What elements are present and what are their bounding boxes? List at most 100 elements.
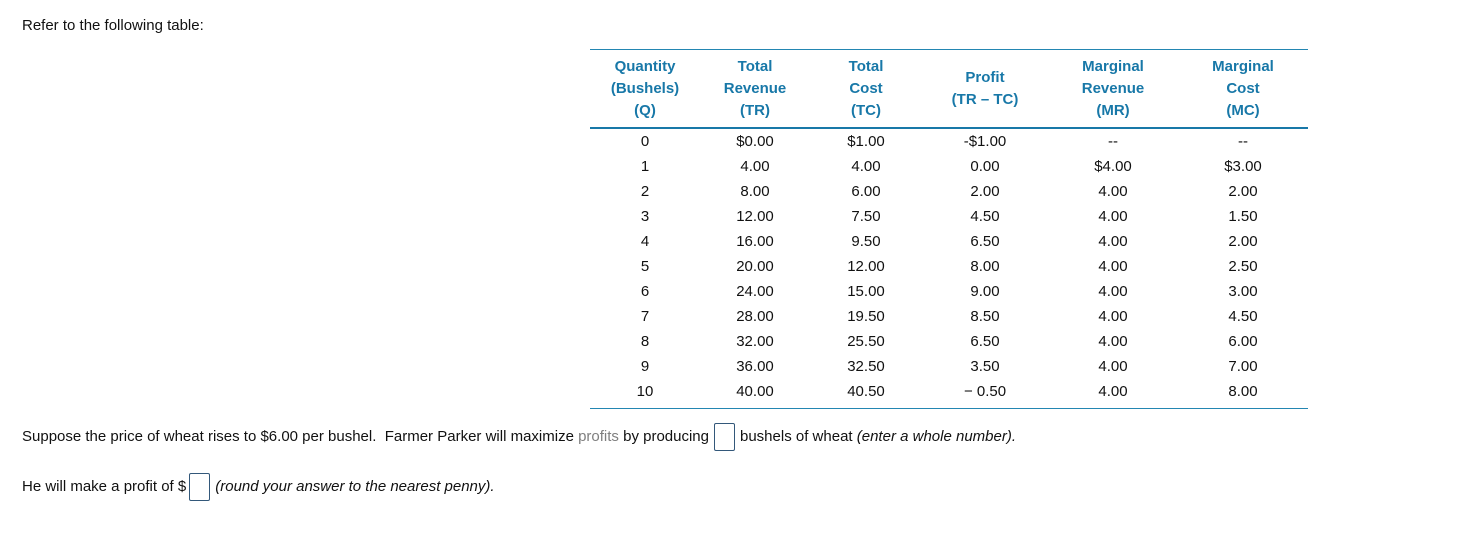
q1-hint: (enter a whole number). xyxy=(856,428,1016,445)
table-row: 6 24.00 15.00 9.00 4.00 3.00 xyxy=(590,279,1308,304)
profits-glossary-link[interactable]: profits xyxy=(578,428,619,445)
profit-table: Quantity (Bushels) (Q) Total Revenue (TR) Tota… xyxy=(590,49,1308,409)
table-cell: 1.50 xyxy=(1228,208,1258,225)
table-cell: 6 xyxy=(640,283,650,300)
table-cell: 4.00 xyxy=(851,158,881,175)
table-cell: 4.00 xyxy=(1098,258,1128,275)
table-cell: 6.50 xyxy=(970,233,1000,250)
column-header-total_cost: Total Cost (TC) xyxy=(848,58,884,119)
table-cell: 6.50 xyxy=(970,333,1000,350)
table-cell: 32.00 xyxy=(736,333,774,350)
table-cell: 4.00 xyxy=(1098,308,1128,325)
table-cell: 20.00 xyxy=(736,258,774,275)
table-cell: $4.00 xyxy=(1094,158,1132,175)
table-cell: -- xyxy=(1238,133,1248,150)
table-cell: 12.00 xyxy=(736,208,774,225)
table-row: 5 20.00 12.00 8.00 4.00 2.50 xyxy=(590,254,1308,279)
quantity-answer-input[interactable] xyxy=(714,423,735,452)
table-cell: 4 xyxy=(640,233,650,250)
table-cell: 1 xyxy=(640,158,650,175)
table-cell: 4.00 xyxy=(1098,333,1128,350)
table-cell: 0.00 xyxy=(970,158,1000,175)
q1-text-3: bushels of wheat xyxy=(740,428,857,445)
table-row: 1 4.00 4.00 0.00 $4.00 $3.00 xyxy=(590,154,1308,179)
q1-text-1: Suppose the price of wheat rises to $6.0… xyxy=(22,428,579,445)
question-2: He will make a profit of $ (round your an… xyxy=(22,472,495,502)
table-cell: 2.00 xyxy=(1228,183,1258,200)
column-header-marginal_revenue: Marginal Revenue (MR) xyxy=(1081,58,1145,119)
table-cell: 10 xyxy=(636,383,654,400)
table-cell: 2.50 xyxy=(1228,258,1258,275)
table-cell: 7 xyxy=(640,308,650,325)
q1-text-2: by producing xyxy=(618,428,709,445)
table-cell: 4.00 xyxy=(1098,283,1128,300)
table-cell: 4.00 xyxy=(1098,233,1128,250)
table-cell: 7.00 xyxy=(1228,358,1258,375)
table-cell: 0 xyxy=(640,133,650,150)
table-cell: 6.00 xyxy=(1228,333,1258,350)
table-header-row: Quantity (Bushels) (Q) Total Revenue (TR) Tota… xyxy=(590,50,1308,128)
table-cell: 9.00 xyxy=(970,283,1000,300)
table-cell: 3 xyxy=(640,208,650,225)
profit-answer-input[interactable] xyxy=(189,473,211,502)
table-cell: 9.50 xyxy=(851,233,881,250)
table-cell: 7.50 xyxy=(851,208,881,225)
table-cell: 4.00 xyxy=(740,158,770,175)
table-cell: 4.00 xyxy=(1098,383,1128,400)
table-cell: 16.00 xyxy=(736,233,774,250)
table-cell: 32.50 xyxy=(847,358,885,375)
table-cell: 8.50 xyxy=(970,308,1000,325)
table-cell: 36.00 xyxy=(736,358,774,375)
table-row: 7 28.00 19.50 8.50 4.00 4.50 xyxy=(590,304,1308,329)
intro-text: Refer to the following table: xyxy=(22,17,204,34)
table-cell: 24.00 xyxy=(736,283,774,300)
question-1: Suppose the price of wheat rises to $6.0… xyxy=(22,422,1016,452)
table-row: 9 36.00 32.50 3.50 4.00 7.00 xyxy=(590,354,1308,379)
table-cell: 4.00 xyxy=(1098,183,1128,200)
table-cell: 5 xyxy=(640,258,650,275)
column-header-marginal_cost: Marginal Cost (MC) xyxy=(1212,58,1274,119)
table-cell: 40.00 xyxy=(736,383,774,400)
table-cell: $3.00 xyxy=(1224,158,1262,175)
table-cell: − 0.50 xyxy=(963,383,1007,400)
table-row: 2 8.00 6.00 2.00 4.00 2.00 xyxy=(590,179,1308,204)
column-header-total_revenue: Total Revenue (TR) xyxy=(723,58,787,119)
table-row: 8 32.00 25.50 6.50 4.00 6.00 xyxy=(590,329,1308,354)
table-cell: 25.50 xyxy=(847,333,885,350)
table-cell: 3.50 xyxy=(970,358,1000,375)
table-cell: 8.00 xyxy=(970,258,1000,275)
table-row: 3 12.00 7.50 4.50 4.00 1.50 xyxy=(590,204,1308,229)
table-cell: 4.50 xyxy=(1228,308,1258,325)
table-cell: $0.00 xyxy=(736,133,774,150)
table-cell: 15.00 xyxy=(847,283,885,300)
table-cell: -- xyxy=(1108,133,1118,150)
q2-hint: (round your answer to the nearest penny)… xyxy=(215,478,495,495)
profit-table-body: 0 $0.00 $1.00 -$1.00 -- -- 1 4.00 4.00 0.00 $4.00 $… xyxy=(590,128,1308,409)
table-cell: 2.00 xyxy=(970,183,1000,200)
table-cell: 4.00 xyxy=(1098,358,1128,375)
table-cell: 40.50 xyxy=(847,383,885,400)
column-header-profit: Profit (TR – TC) xyxy=(951,69,1019,108)
table-cell: 3.00 xyxy=(1228,283,1258,300)
table-row: 10 40.00 40.50 − 0.50 4.00 8.00 xyxy=(590,379,1308,409)
column-header-quantity: Quantity (Bushels) (Q) xyxy=(610,58,680,119)
table-cell: $1.00 xyxy=(847,133,885,150)
table-row: 4 16.00 9.50 6.50 4.00 2.00 xyxy=(590,229,1308,254)
table-cell: 4.50 xyxy=(970,208,1000,225)
table-cell: 9 xyxy=(640,358,650,375)
table-cell: 8.00 xyxy=(740,183,770,200)
profit-table-header: Quantity (Bushels) (Q) Total Revenue (TR) Tota… xyxy=(590,50,1308,128)
table-cell: 19.50 xyxy=(847,308,885,325)
table-cell: 12.00 xyxy=(847,258,885,275)
table-cell: 2.00 xyxy=(1228,233,1258,250)
table-cell: 2 xyxy=(640,183,650,200)
q2-text-1: He will make a profit of $ xyxy=(22,478,187,495)
table-row: 0 $0.00 $1.00 -$1.00 -- -- xyxy=(590,128,1308,154)
table-cell: 4.00 xyxy=(1098,208,1128,225)
table-cell: 8.00 xyxy=(1228,383,1258,400)
table-cell: 8 xyxy=(640,333,650,350)
table-cell: -$1.00 xyxy=(963,133,1007,150)
table-cell: 6.00 xyxy=(851,183,881,200)
table-cell: 28.00 xyxy=(736,308,774,325)
